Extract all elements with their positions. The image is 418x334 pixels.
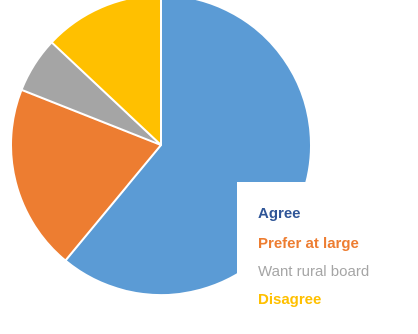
legend-label-disagree: Disagree (258, 291, 322, 308)
legend-label-agree: Agree (258, 205, 301, 222)
pie-slice-prefer-at-large (10, 88, 162, 262)
legend: Agree Prefer at large Want rural board D… (237, 182, 418, 334)
pie-slice-disagree (50, 0, 162, 146)
legend-label-prefer-at-large: Prefer at large (258, 235, 359, 252)
legend-label-want-rural-board: Want rural board (258, 263, 370, 280)
